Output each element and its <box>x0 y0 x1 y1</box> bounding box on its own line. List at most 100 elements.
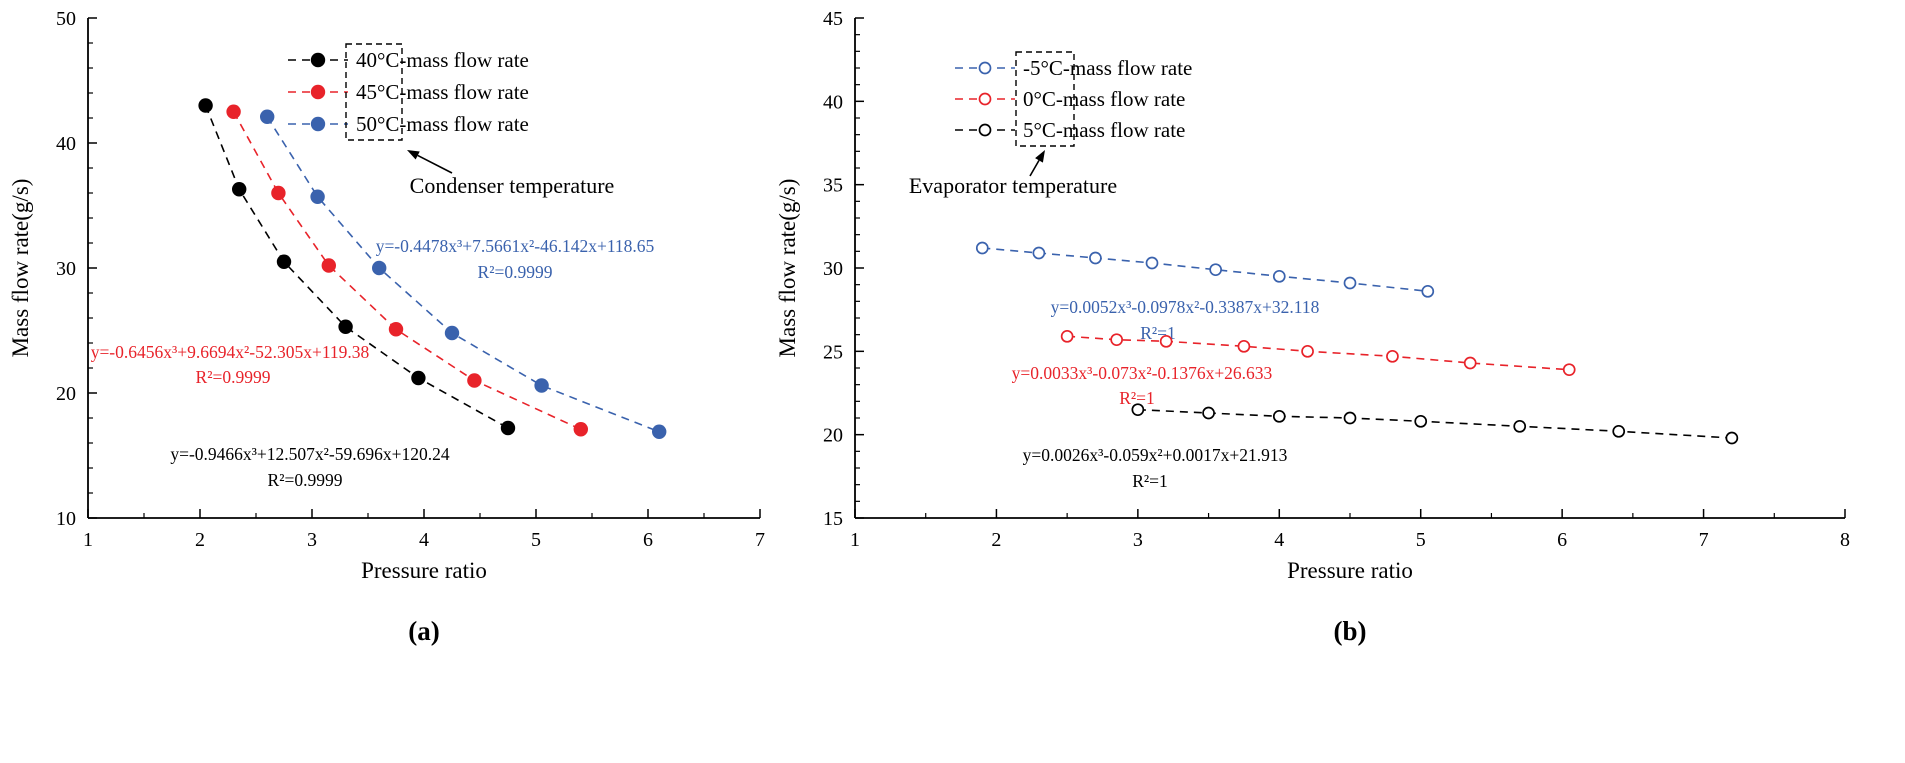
y-tick-label: 10 <box>56 508 76 530</box>
panel-a: 1 2 3 4 5 6 7 10 20 30 40 50 y=-0.9466x³+12.507x²-59… <box>8 8 765 583</box>
data-point <box>226 104 241 119</box>
data-point <box>1343 411 1357 425</box>
legend-label: 40°C-mass flow rate <box>356 48 529 72</box>
y-tick-label: 40 <box>823 91 843 113</box>
data-point <box>1145 256 1159 270</box>
legend-group-annotation: Condenser temperature <box>410 173 615 198</box>
data-point <box>388 322 404 337</box>
fit-equation-label: y=-0.4478x³+7.5661x²-46.142x+118.65 <box>376 236 655 256</box>
series-line <box>1067 335 1570 371</box>
legend: -5°C-mass flow rate 0°C-mass flow rate 5°C… <box>955 56 1192 142</box>
data-point <box>1209 263 1222 277</box>
data-point <box>338 319 353 334</box>
legend-label: 0°C-mass flow rate <box>1023 87 1185 111</box>
series-line <box>204 105 509 429</box>
data-point <box>260 109 275 124</box>
data-point <box>975 241 989 255</box>
x-tick-label: 4 <box>1274 529 1284 551</box>
y-tick-label: 15 <box>823 508 843 530</box>
x-tick-label: 4 <box>419 529 429 551</box>
r-squared-label: R²=1 <box>1132 471 1168 491</box>
series-2 <box>260 109 667 439</box>
x-tick-label: 5 <box>531 529 541 551</box>
fit-equation-label: y=-0.9466x³+12.507x²-59.696x+120.24 <box>170 444 450 464</box>
fit-equation-label: y=0.0026x³-0.059x²+0.0017x+21.913 <box>1023 445 1288 465</box>
legend-marker <box>978 61 992 75</box>
data-point <box>1421 284 1435 298</box>
legend-marker <box>310 52 326 68</box>
legend-item: -5°C-mass flow rate <box>955 56 1192 80</box>
legend-label: 50°C-mass flow rate <box>356 112 529 136</box>
y-tick-label: 30 <box>56 258 76 280</box>
y-tick-label: 50 <box>56 8 76 30</box>
y-tick-label: 40 <box>56 133 76 155</box>
series-1 <box>226 104 588 437</box>
x-tick-label: 6 <box>643 529 653 551</box>
x-axis-title: Pressure ratio <box>1287 558 1413 583</box>
data-point <box>467 373 482 388</box>
annotation-arrow-head-icon <box>407 150 420 160</box>
data-point <box>444 325 460 341</box>
legend-marker <box>310 84 326 100</box>
y-ticks: 10 20 30 40 50 <box>56 8 97 530</box>
legend-highlight-box <box>345 43 403 141</box>
x-tick-label: 2 <box>195 529 205 551</box>
annotation-arrow-head-icon <box>1035 150 1045 163</box>
data-point <box>1237 339 1251 353</box>
x-tick-label: 3 <box>1133 529 1143 551</box>
series-0 <box>198 98 516 436</box>
legend-highlight-box <box>1015 51 1075 147</box>
data-point <box>232 182 247 197</box>
x-axis-title: Pressure ratio <box>361 558 487 583</box>
series-2 <box>1131 403 1739 445</box>
data-point <box>1032 246 1046 260</box>
series-line <box>266 116 660 433</box>
fit-equation-label: y=0.0052x³-0.0978x²-0.3387x+32.118 <box>1051 297 1320 317</box>
x-tick-label: 3 <box>307 529 317 551</box>
data-point <box>1131 403 1145 417</box>
data-point <box>271 185 286 201</box>
x-tick-label: 2 <box>991 529 1001 551</box>
data-point <box>1386 349 1399 363</box>
legend-item: 0°C-mass flow rate <box>955 87 1185 111</box>
x-tick-label: 7 <box>1699 529 1709 551</box>
data-point <box>1301 344 1314 358</box>
annotation-arrow-line <box>1029 159 1040 177</box>
y-axis-title: Mass flow rate(g/s) <box>8 179 33 358</box>
data-point <box>198 98 213 113</box>
data-point <box>652 424 667 439</box>
legend-label: 5°C-mass flow rate <box>1023 118 1185 142</box>
y-tick-label: 20 <box>823 425 843 447</box>
y-tick-label: 45 <box>823 8 843 30</box>
legend-label: 45°C-mass flow rate <box>356 80 529 104</box>
data-point <box>411 370 426 386</box>
y-tick-label: 20 <box>56 383 76 405</box>
x-tick-label: 5 <box>1416 529 1426 551</box>
y-tick-label: 25 <box>823 341 843 363</box>
data-point <box>310 189 325 204</box>
r-squared-label: R²=0.9999 <box>268 470 343 490</box>
data-point <box>500 420 516 436</box>
caption-a: (a) <box>408 616 439 646</box>
data-point <box>1202 406 1215 420</box>
y-tick-label: 30 <box>823 258 843 280</box>
legend-group-annotation: Evaporator temperature <box>909 173 1117 198</box>
legend-marker <box>978 123 992 137</box>
data-point <box>372 260 387 276</box>
r-squared-label: R²=0.9999 <box>478 262 553 282</box>
legend: 40°C-mass flow rate 45°C-mass flow rate 50… <box>288 48 529 136</box>
data-point <box>321 258 336 273</box>
data-point <box>1272 269 1286 283</box>
data-point <box>1513 419 1527 433</box>
x-tick-label: 6 <box>1557 529 1567 551</box>
data-point <box>1159 334 1173 348</box>
y-ticks: 15 20 25 30 35 40 45 <box>823 8 864 530</box>
series-line <box>232 111 582 431</box>
data-point <box>573 422 588 437</box>
data-point <box>1060 329 1074 343</box>
series-0 <box>975 241 1435 298</box>
data-point <box>534 378 549 393</box>
x-tick-label: 7 <box>755 529 765 551</box>
